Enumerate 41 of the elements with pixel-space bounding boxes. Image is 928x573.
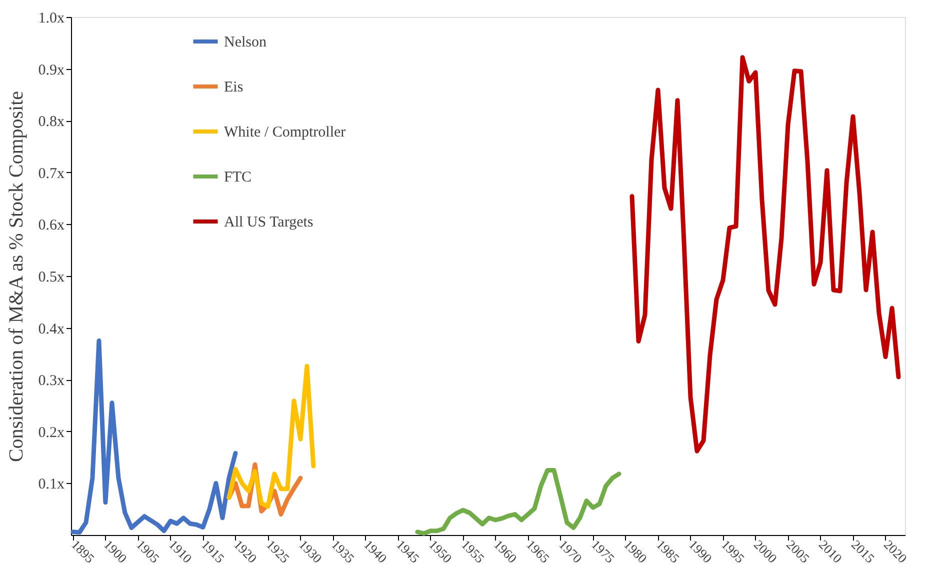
- x-tick-label: 1920: [231, 536, 260, 566]
- x-tick-label: 1925: [264, 536, 293, 566]
- line-series: [630, 55, 901, 454]
- legend-label: White / Comptroller: [224, 124, 346, 140]
- y-tick-label: 0.6x: [38, 218, 65, 234]
- x-tick-label: 1985: [654, 536, 683, 566]
- x-tick-label: 1950: [426, 536, 456, 566]
- x-tick-label: 1940: [361, 536, 390, 566]
- y-tick-label: 0.5x: [38, 270, 65, 286]
- x-tick-label: 1930: [296, 536, 326, 566]
- x-tick-label: 1900: [101, 536, 130, 566]
- x-tick-label: 1980: [621, 536, 650, 566]
- x-tick-label: 1955: [458, 536, 488, 566]
- x-tick-label: 1990: [686, 536, 716, 566]
- legend-label: FTC: [224, 170, 252, 186]
- y-axis-title: Consideration of M&A as % Stock Composite: [5, 90, 28, 462]
- x-tick-label: 1915: [198, 536, 228, 566]
- legend-label: Nelson: [224, 34, 267, 50]
- line-series: [226, 364, 316, 509]
- y-tick-label: 0.4x: [38, 321, 65, 338]
- legend-label: Eis: [224, 80, 244, 96]
- legend-label: All US Targets: [224, 214, 314, 230]
- line-series: [70, 338, 238, 535]
- y-tick-label: 0.3x: [38, 373, 65, 390]
- x-tick-label: 1960: [491, 536, 520, 566]
- x-tick-label: 1905: [134, 536, 162, 566]
- x-tick-label: 1965: [524, 536, 553, 566]
- y-tick-label: 0.7x: [38, 166, 65, 182]
- x-tick-label: 1895: [68, 536, 98, 566]
- line-series: [415, 468, 622, 536]
- x-tick-label: 1945: [394, 536, 423, 566]
- x-tick-label: 1975: [588, 536, 618, 566]
- y-tick-label: 0.8x: [38, 114, 65, 130]
- x-tick-label: 1995: [718, 536, 748, 566]
- x-tick-label: 1935: [328, 536, 358, 566]
- x-tick-label: 1970: [556, 536, 586, 566]
- x-tick-label: 1910: [166, 536, 195, 566]
- y-tick-label: 0.2x: [38, 424, 65, 441]
- y-tick-label: 1.0x: [38, 10, 65, 26]
- y-tick-label: 0.9x: [38, 62, 65, 78]
- y-tick-label: 0.1x: [38, 476, 65, 493]
